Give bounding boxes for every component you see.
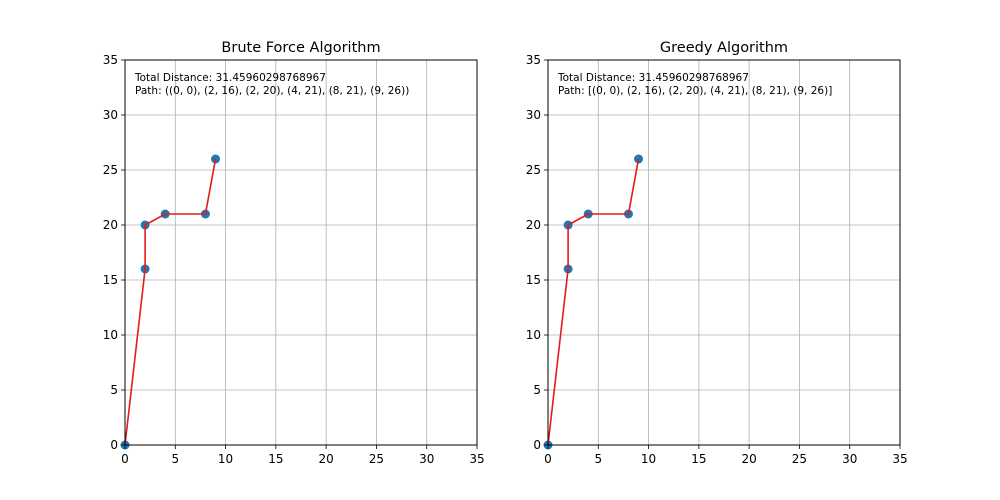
y-tick-label: 35	[103, 53, 118, 67]
x-tick-label: 20	[742, 452, 757, 466]
subplot-brute-force: Brute Force Algorithm 0 5 10 15 20 25 30 35 0 5 10…	[103, 40, 485, 466]
y-tick-label: 25	[526, 163, 541, 177]
x-tick-label: 5	[594, 452, 602, 466]
x-tick-label: 10	[218, 452, 233, 466]
y-tick-label: 10	[526, 328, 541, 342]
y-tick-label: 0	[110, 438, 118, 452]
annotation-path: Path: [(0, 0), (2, 16), (2, 20), (4, 21)…	[558, 85, 832, 97]
axis-ticks: 0 5 10 15 20 25 30 35 0 5 10 15 20 25 30 35	[103, 53, 485, 466]
subplot-greedy: Greedy Algorithm 0 5 10 15 20 25 30 35 0 5 10 15 20 2…	[526, 40, 908, 466]
chart-title: Greedy Algorithm	[660, 40, 788, 56]
x-tick-label: 25	[369, 452, 384, 466]
y-tick-label: 0	[533, 438, 541, 452]
annotation-total-distance: Total Distance: 31.45960298768967	[134, 72, 326, 84]
y-tick-label: 35	[526, 53, 541, 67]
y-tick-label: 25	[103, 163, 118, 177]
axes-frame	[547, 59, 901, 446]
x-tick-label: 5	[171, 452, 179, 466]
x-tick-label: 25	[792, 452, 807, 466]
x-tick-label: 0	[121, 452, 129, 466]
y-tick-label: 30	[103, 108, 118, 122]
x-tick-label: 30	[842, 452, 857, 466]
y-tick-label: 15	[103, 273, 118, 287]
annotation-path: Path: ((0, 0), (2, 16), (2, 20), (4, 21)…	[135, 85, 409, 97]
y-tick-label: 5	[533, 383, 541, 397]
grid-lines	[547, 59, 901, 446]
x-tick-label: 35	[469, 452, 484, 466]
axis-ticks: 0 5 10 15 20 25 30 35 0 5 10 15 20 25 30 35	[526, 53, 908, 466]
annotation-total-distance: Total Distance: 31.45960298768967	[557, 72, 749, 84]
y-tick-label: 20	[103, 218, 118, 232]
y-tick-label: 5	[110, 383, 118, 397]
chart-title: Brute Force Algorithm	[221, 40, 380, 56]
x-tick-label: 35	[892, 452, 907, 466]
x-tick-label: 10	[641, 452, 656, 466]
route-line	[124, 158, 217, 446]
x-tick-label: 0	[544, 452, 552, 466]
x-tick-label: 15	[691, 452, 706, 466]
route-line	[547, 158, 640, 446]
plot-area	[120, 154, 221, 450]
axes-frame	[124, 59, 478, 446]
x-tick-label: 30	[419, 452, 434, 466]
y-tick-label: 20	[526, 218, 541, 232]
y-tick-label: 10	[103, 328, 118, 342]
x-tick-label: 20	[319, 452, 334, 466]
plot-area	[543, 154, 644, 450]
x-tick-label: 15	[268, 452, 283, 466]
y-tick-label: 15	[526, 273, 541, 287]
y-tick-label: 30	[526, 108, 541, 122]
grid-lines	[124, 59, 478, 446]
